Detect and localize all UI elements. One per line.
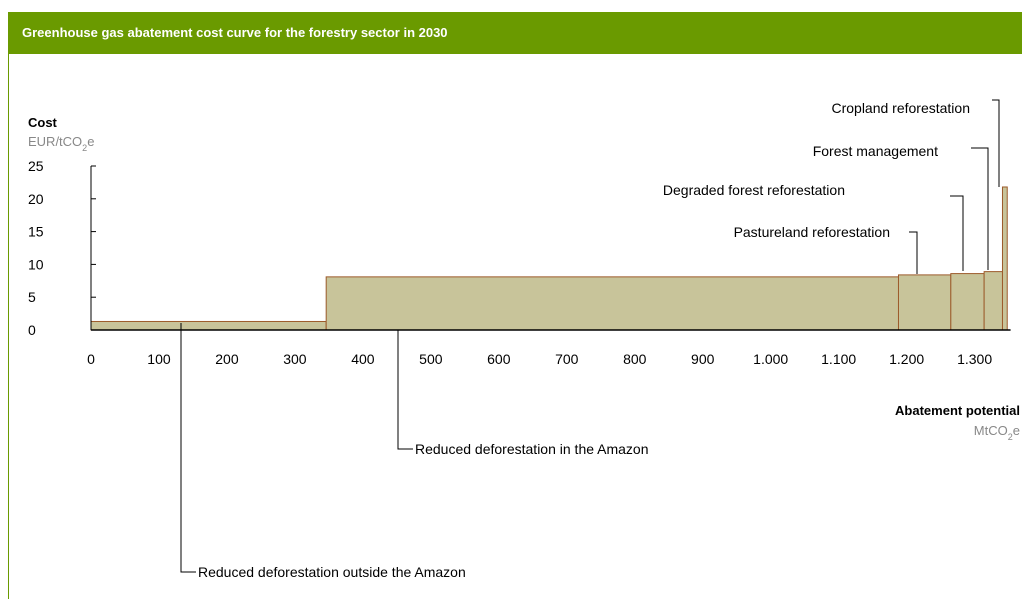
- x-tick-label: 300: [283, 351, 307, 367]
- y-tick-label: 20: [28, 191, 44, 207]
- x-tick-label: 800: [623, 351, 647, 367]
- chart-header: Greenhouse gas abatement cost curve for …: [8, 12, 1022, 54]
- callout-pastureland-reforestation-leader: [909, 231, 918, 274]
- callout-deforestation-outside-amazon-label: Reduced deforestation outside the Amazon: [198, 564, 466, 580]
- x-tick-label: 1.200: [889, 351, 924, 367]
- callout-degraded-forest-reforestation-leader: [950, 195, 964, 271]
- y-axis-title: Cost: [28, 115, 58, 130]
- y-tick-label: 0: [28, 322, 36, 338]
- x-tick-label: 1.100: [821, 351, 856, 367]
- callout-forest-management-leader: [971, 147, 989, 270]
- bar-cropland-reforestation: [1001, 186, 1008, 331]
- x-tick-label: 1.000: [753, 351, 788, 367]
- callout-deforestation-amazon-label: Reduced deforestation in the Amazon: [415, 441, 649, 457]
- callout-deforestation-outside-amazon-leader: [180, 323, 196, 573]
- x-tick-label: 700: [555, 351, 579, 367]
- x-tick-label: 500: [419, 351, 443, 367]
- x-tick-label: 900: [691, 351, 715, 367]
- x-axis-unit: MtCO2e: [974, 423, 1020, 442]
- x-tick-label: 400: [351, 351, 375, 367]
- x-tick-label: 0: [87, 351, 95, 367]
- y-tick-label: 10: [28, 256, 44, 272]
- y-tick-label: 25: [28, 158, 44, 174]
- x-tick-label: 1.300: [957, 351, 992, 367]
- bar-forest-management: [983, 271, 1003, 331]
- x-tick-label: 100: [147, 351, 171, 367]
- chart-title: Greenhouse gas abatement cost curve for …: [22, 25, 448, 40]
- x-axis-title: Abatement potential: [895, 403, 1020, 418]
- bar-deforestation-outside-amazon: [90, 320, 327, 331]
- callout-deforestation-amazon-leader: [397, 330, 413, 450]
- callout-forest-management-label: Forest management: [813, 143, 938, 159]
- callout-pastureland-reforestation-label: Pastureland reforestation: [734, 224, 890, 240]
- callout-cropland-reforestation-label: Cropland reforestation: [831, 100, 970, 116]
- y-axis-unit: EUR/tCO2e: [28, 134, 94, 153]
- callout-cropland-reforestation-leader: [992, 99, 1000, 187]
- x-tick-label: 200: [215, 351, 239, 367]
- bar-deforestation-amazon: [325, 276, 899, 331]
- callout-degraded-forest-reforestation-label: Degraded forest reforestation: [663, 182, 845, 198]
- bar-degraded-forest-reforestation: [950, 273, 985, 331]
- bar-pastureland-reforestation: [897, 274, 952, 331]
- y-tick-label: 5: [28, 289, 36, 305]
- x-tick-label: 600: [487, 351, 511, 367]
- y-tick-label: 15: [28, 224, 44, 240]
